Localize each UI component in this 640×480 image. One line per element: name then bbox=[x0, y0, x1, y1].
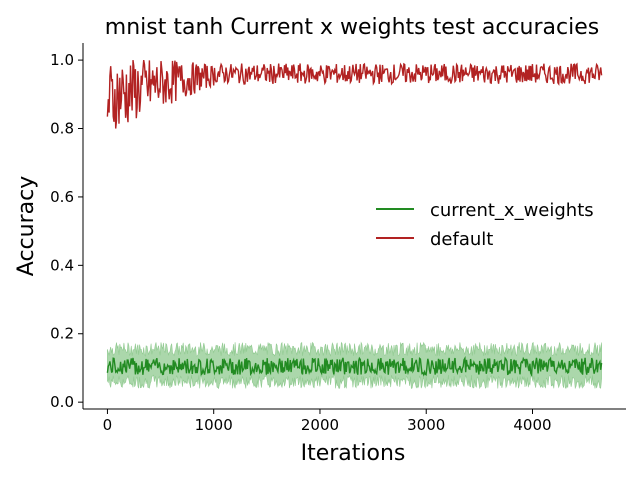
y-tick-label: 0.4 bbox=[50, 256, 74, 274]
x-axis-label: Iterations bbox=[301, 441, 406, 466]
y-tick-label: 1.0 bbox=[50, 51, 74, 69]
x-tick-label: 0 bbox=[103, 416, 113, 434]
current-x-weights-line bbox=[106, 355, 603, 378]
y-tick-label: 0.8 bbox=[50, 120, 74, 138]
y-ticks: 0.0 0.2 0.4 0.6 0.8 1.0 bbox=[50, 51, 83, 411]
series-layer bbox=[106, 59, 603, 390]
legend-label-default: default bbox=[430, 229, 493, 250]
x-tick-label: 4000 bbox=[513, 416, 551, 434]
chart-title: mnist tanh Current x weights test accura… bbox=[105, 15, 599, 40]
y-tick-label: 0.6 bbox=[50, 188, 74, 206]
x-tick-label: 3000 bbox=[407, 416, 445, 434]
x-tick-label: 2000 bbox=[301, 416, 339, 434]
legend: current_x_weights default bbox=[376, 200, 594, 250]
y-tick-label: 0.2 bbox=[50, 325, 74, 343]
y-tick-label: 0.0 bbox=[50, 393, 74, 411]
default-line bbox=[106, 59, 603, 129]
y-axis-label: Accuracy bbox=[14, 176, 39, 276]
x-ticks: 0 1000 2000 3000 4000 bbox=[103, 409, 552, 434]
x-tick-label: 1000 bbox=[195, 416, 233, 434]
legend-label-current-x-weights: current_x_weights bbox=[430, 200, 594, 221]
